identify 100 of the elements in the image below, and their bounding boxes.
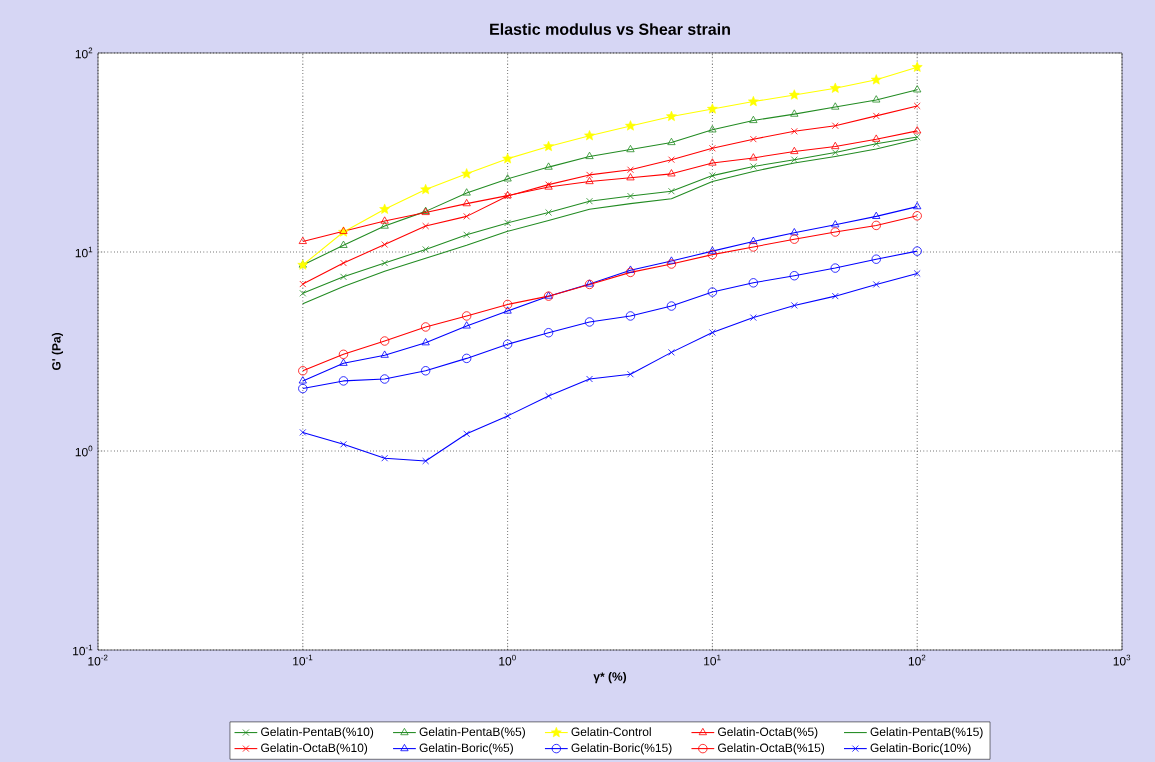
x-tick-label: 10$^{0}$ — [499, 654, 516, 666]
point — [626, 265, 635, 273]
point — [543, 328, 554, 338]
point — [463, 231, 471, 239]
point — [338, 376, 349, 386]
point — [666, 259, 677, 269]
point — [667, 137, 676, 146]
point — [707, 249, 718, 260]
point — [340, 273, 347, 281]
legend-label: Gelatin-Boric(%15) — [571, 743, 672, 755]
y-tick-label: 10$^{1}$ — [75, 246, 93, 258]
point — [422, 222, 430, 230]
point — [462, 198, 471, 207]
point — [707, 287, 718, 297]
point — [668, 156, 675, 164]
point — [789, 271, 799, 281]
y-tick-label: 10$^{2}$ — [75, 47, 93, 59]
point — [831, 149, 839, 156]
chart-title: Elastic modulus vs Shear strain — [490, 23, 730, 35]
point — [872, 281, 880, 288]
point — [913, 102, 921, 110]
point — [298, 376, 307, 384]
point — [545, 209, 552, 216]
point — [668, 348, 675, 356]
point — [668, 187, 675, 195]
point — [627, 192, 634, 200]
point — [625, 267, 636, 278]
point — [502, 153, 513, 164]
point — [870, 74, 882, 85]
point — [872, 211, 881, 219]
point — [749, 115, 758, 124]
point — [748, 242, 759, 252]
point — [790, 301, 798, 309]
point — [913, 85, 922, 93]
point — [748, 95, 759, 107]
point — [462, 321, 471, 329]
point — [790, 228, 799, 236]
point — [749, 236, 758, 244]
point — [299, 289, 307, 297]
point — [831, 122, 839, 130]
point — [872, 95, 881, 103]
point — [667, 256, 676, 264]
point — [420, 366, 431, 376]
point — [584, 130, 595, 141]
point — [299, 280, 307, 288]
point — [586, 375, 593, 383]
point — [340, 440, 347, 448]
point — [380, 216, 389, 224]
y-tick-label: 10$^{0}$ — [75, 445, 93, 457]
point — [463, 430, 471, 438]
point — [749, 314, 757, 322]
point — [749, 135, 757, 143]
point — [502, 299, 513, 310]
x-tick-label: 10$^{1}$ — [704, 654, 721, 666]
point — [912, 211, 922, 221]
x-axis-title: γ* (%) — [593, 671, 627, 684]
point — [338, 349, 349, 359]
point — [788, 89, 800, 100]
point — [461, 353, 472, 364]
point — [708, 172, 716, 180]
point — [913, 270, 921, 277]
point — [707, 103, 718, 114]
point — [504, 412, 512, 420]
point — [911, 61, 923, 72]
point — [584, 317, 595, 327]
point — [667, 169, 676, 177]
point — [829, 82, 841, 93]
point — [708, 125, 717, 133]
point — [340, 259, 347, 267]
point — [666, 110, 677, 122]
point — [708, 144, 716, 152]
legend-label: Gelatin-PentaB(%15) — [870, 727, 983, 739]
x-tick-label: 10$^{-2}$ — [88, 654, 108, 666]
point — [831, 102, 840, 110]
point — [298, 383, 308, 394]
point — [708, 329, 716, 336]
point — [379, 336, 390, 346]
point — [503, 306, 512, 314]
legend-label: Gelatin-OctaB(%15) — [718, 743, 825, 755]
point — [381, 454, 389, 462]
point — [831, 292, 839, 300]
point — [913, 133, 921, 141]
point — [790, 146, 799, 154]
point — [420, 183, 431, 195]
point — [790, 127, 798, 135]
legend-label: Gelatin-OctaB(%10) — [261, 743, 368, 755]
point — [790, 109, 799, 117]
point — [749, 163, 757, 170]
point — [461, 311, 472, 321]
point — [831, 220, 840, 228]
point — [627, 166, 634, 174]
point — [504, 219, 512, 227]
point — [543, 140, 554, 152]
x-tick-label: 10$^{-1}$ — [293, 654, 313, 666]
point — [913, 201, 922, 210]
point — [748, 278, 759, 288]
point — [381, 241, 389, 248]
point — [586, 197, 593, 205]
point — [830, 227, 840, 237]
point — [625, 311, 636, 321]
